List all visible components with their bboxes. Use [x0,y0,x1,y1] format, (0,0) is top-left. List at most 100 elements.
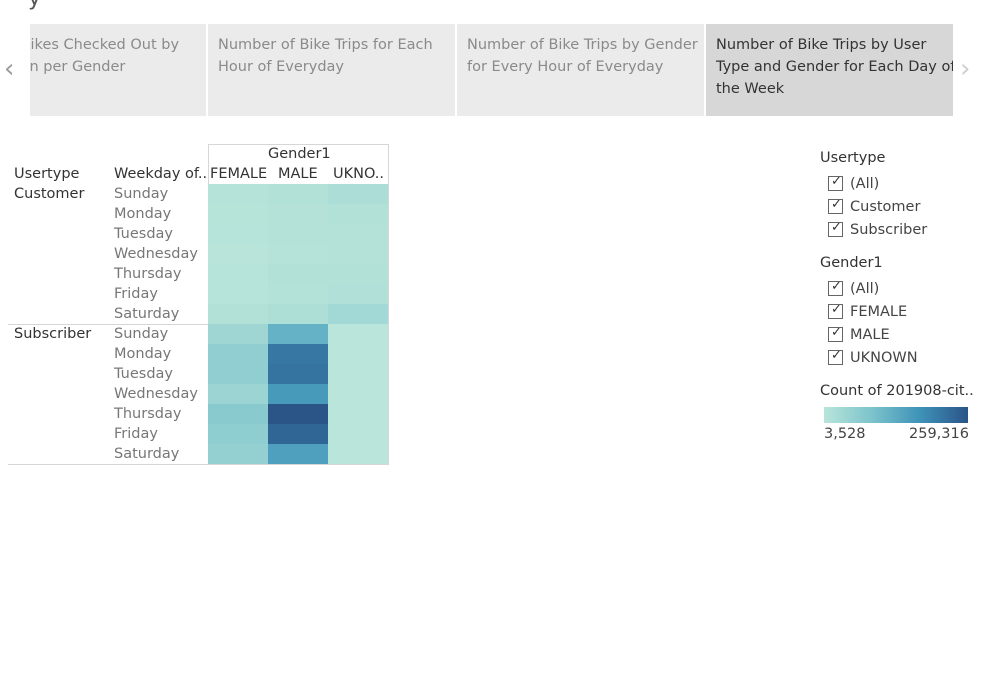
heatmap-cell[interactable] [208,304,268,324]
weekday-label[interactable]: Monday [114,206,172,222]
heatmap-cell[interactable] [208,404,268,424]
filter-option-label[interactable]: Subscriber [850,222,928,238]
heatmap-cell[interactable] [208,324,268,344]
heatmap-cell[interactable] [268,184,328,204]
heatmap-cell[interactable] [208,184,268,204]
heatmap-cell[interactable] [328,424,388,444]
checkbox[interactable]: ✓ [828,279,843,296]
filter-option-label[interactable]: Customer [850,199,921,215]
heatmap-cell[interactable] [268,364,328,384]
heatmap-cell[interactable] [268,424,328,444]
gender-filter-title: Gender1 [820,255,883,271]
tab-label: Number of Bike Trips by User Type and Ge… [716,37,953,97]
row-header-usertype[interactable]: Usertype [14,166,80,182]
check-icon: ✓ [831,302,842,317]
checkbox[interactable]: ✓ [828,174,843,191]
chevron-right-icon[interactable]: › [960,54,971,84]
grid-line [8,464,389,465]
heatmap-cell[interactable] [268,324,328,344]
heatmap-cell[interactable] [328,304,388,324]
row-header-weekday[interactable]: Weekday of.. [114,166,208,182]
heatmap-cell[interactable] [208,224,268,244]
heatmap-cell[interactable] [268,444,328,464]
checkbox[interactable]: ✓ [828,325,843,342]
weekday-label[interactable]: Thursday [114,406,182,422]
story-tabs: of Bikes Checked Out by ation per Gender… [30,24,953,116]
column-header-unknown[interactable]: UKNO.. [333,166,385,182]
heatmap-cell[interactable] [328,244,388,264]
weekday-label[interactable]: Friday [114,426,158,442]
heatmap-cell[interactable] [328,224,388,244]
usertype-label-customer[interactable]: Customer [14,186,85,202]
checkbox[interactable]: ✓ [828,220,843,237]
usertype-label-subscriber[interactable]: Subscriber [14,326,92,342]
weekday-label[interactable]: Wednesday [114,246,198,262]
weekday-label[interactable]: Saturday [114,446,180,462]
heatmap-cell[interactable] [268,304,328,324]
weekday-label[interactable]: Sunday [114,186,169,202]
tab-trips-each-hour[interactable]: Number of Bike Trips for Each Hour of Ev… [208,24,455,116]
weekday-label[interactable]: Saturday [114,306,180,322]
color-legend-title: Count of 201908-cit.. [820,383,974,399]
weekday-label[interactable]: Tuesday [114,226,173,242]
heatmap-cell[interactable] [208,204,268,224]
heatmap-cell[interactable] [328,364,388,384]
heatmap-cell[interactable] [328,384,388,404]
heatmap-cell[interactable] [268,384,328,404]
heatmap-cell[interactable] [268,224,328,244]
column-group-header[interactable]: Gender1 [268,146,331,162]
check-icon: ✓ [831,348,842,363]
tab-trips-gender-hour[interactable]: Number of Bike Trips by Gender for Every… [457,24,704,116]
heatmap-cell[interactable] [268,344,328,364]
heatmap-cell[interactable] [208,424,268,444]
heatmap-cell[interactable] [328,204,388,224]
heatmap-cell[interactable] [328,264,388,284]
dashboard-title: y [28,0,41,11]
heatmap-cell[interactable] [268,204,328,224]
checkbox[interactable]: ✓ [828,348,843,365]
heatmap-cell[interactable] [328,444,388,464]
tab-label: Number of Bike Trips by Gender for Every… [467,37,698,75]
checkbox[interactable]: ✓ [828,197,843,214]
heatmap-cell[interactable] [328,184,388,204]
filter-option-label[interactable]: MALE [850,327,890,343]
heatmap-cell[interactable] [208,364,268,384]
heatmap-cell[interactable] [268,404,328,424]
tab-bikes-checked-out[interactable]: of Bikes Checked Out by ation per Gender [30,24,206,116]
heatmap-cell[interactable] [208,264,268,284]
heatmap-cell[interactable] [328,284,388,304]
grid-line [8,324,389,325]
heatmap-cell[interactable] [208,344,268,364]
chevron-left-icon[interactable]: ‹ [4,54,15,84]
filter-option-label[interactable]: (All) [850,281,880,297]
heatmap-cell[interactable] [268,244,328,264]
heatmap-cell[interactable] [328,404,388,424]
weekday-label[interactable]: Monday [114,346,172,362]
heatmap-cell[interactable] [328,324,388,344]
filter-option-label[interactable]: UKNOWN [850,350,918,366]
weekday-label[interactable]: Tuesday [114,366,173,382]
grid-line [208,144,389,145]
weekday-label[interactable]: Wednesday [114,386,198,402]
column-header-male[interactable]: MALE [278,166,318,182]
grid-line [388,144,389,464]
heatmap-cell[interactable] [208,284,268,304]
weekday-label[interactable]: Sunday [114,326,169,342]
column-header-female[interactable]: FEMALE [210,166,268,182]
heatmap-cell[interactable] [268,284,328,304]
checkbox[interactable]: ✓ [828,302,843,319]
heatmap-cell[interactable] [208,384,268,404]
heatmap-cell[interactable] [328,344,388,364]
tab-label: of Bikes Checked Out by ation per Gender [30,37,180,75]
heatmap-cell[interactable] [268,264,328,284]
tab-trips-usertype-gender-day[interactable]: Number of Bike Trips by User Type and Ge… [706,24,953,116]
heatmap-cell[interactable] [208,244,268,264]
heatmap-cell[interactable] [208,444,268,464]
color-legend-min: 3,528 [824,426,866,442]
tab-label: Number of Bike Trips for Each Hour of Ev… [218,37,433,75]
weekday-label[interactable]: Friday [114,286,158,302]
filter-option-label[interactable]: (All) [850,176,880,192]
weekday-label[interactable]: Thursday [114,266,182,282]
check-icon: ✓ [831,197,842,212]
filter-option-label[interactable]: FEMALE [850,304,908,320]
